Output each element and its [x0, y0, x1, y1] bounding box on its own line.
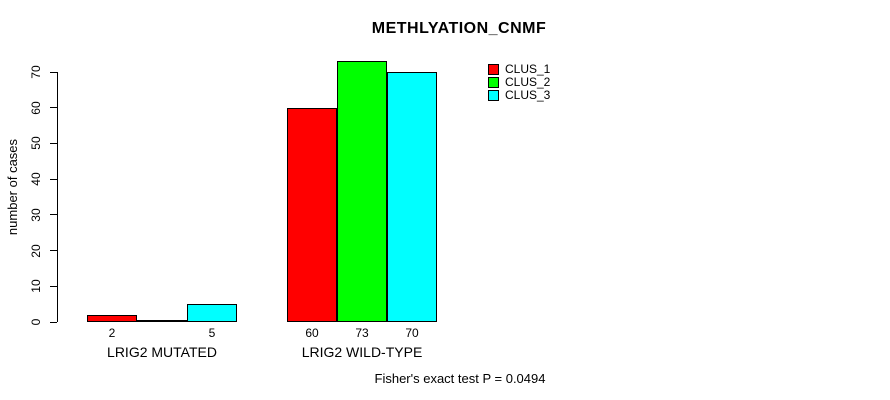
bar-clus-2-lrig2-mutated	[137, 320, 187, 322]
bar-value-label-lrig2-wild-type-clus-3: 70	[405, 326, 419, 340]
legend-item-clus-2: CLUS_2	[488, 76, 550, 89]
group-label-lrig2-mutated: LRIG2 MUTATED	[107, 344, 217, 360]
bar-clus-3-lrig2-mutated	[187, 304, 237, 322]
y-tick-mark-10	[50, 285, 57, 287]
y-tick-mark-40	[50, 178, 57, 180]
y-tick-label-50: 50	[29, 136, 43, 151]
y-tick-label-40: 40	[29, 172, 43, 186]
y-tick-mark-50	[50, 142, 57, 144]
bar-clus-3-lrig2-wild-type	[387, 72, 437, 322]
y-tick-label-60: 60	[29, 101, 43, 115]
bar-value-label-lrig2-wild-type-clus-1: 60	[305, 326, 319, 340]
legend-swatch-icon	[488, 90, 499, 101]
bar-value-label-lrig2-wild-type-clus-2: 73	[355, 326, 369, 340]
y-tick-mark-30	[50, 214, 57, 216]
chart-title: METHLYATION_CNMF	[371, 20, 547, 37]
y-tick-label-20: 20	[29, 243, 43, 258]
legend-swatch-icon	[488, 64, 499, 75]
fisher-test-annotation: Fisher's exact test P = 0.0494	[374, 371, 546, 386]
bar-value-label-lrig2-mutated-clus-1: 2	[108, 326, 116, 340]
y-axis-line	[57, 72, 58, 322]
legend-item-clus-3: CLUS_3	[488, 89, 550, 102]
legend-label: CLUS_3	[505, 88, 551, 102]
bar-clus-2-lrig2-wild-type	[337, 61, 387, 322]
legend: CLUS_1 CLUS_2 CLUS_3	[488, 63, 550, 102]
legend-label: CLUS_1	[505, 62, 551, 76]
y-tick-label-70: 70	[29, 65, 43, 79]
y-axis-title: number of cases	[5, 138, 20, 236]
legend-swatch-icon	[488, 77, 499, 88]
y-tick-mark-0	[50, 321, 57, 323]
y-tick-mark-70	[50, 71, 57, 73]
legend-label: CLUS_2	[505, 75, 551, 89]
y-tick-label-10: 10	[29, 279, 43, 293]
y-tick-mark-20	[50, 250, 57, 252]
bar-clus-1-lrig2-mutated	[87, 315, 137, 322]
y-tick-label-30: 30	[29, 208, 43, 222]
bar-value-label-lrig2-mutated-clus-3: 5	[208, 326, 216, 340]
y-tick-label-0: 0	[29, 318, 43, 326]
group-label-lrig2-wild-type: LRIG2 WILD-TYPE	[301, 344, 423, 360]
bar-clus-1-lrig2-wild-type	[287, 108, 337, 322]
legend-item-clus-1: CLUS_1	[488, 63, 550, 76]
y-tick-mark-60	[50, 107, 57, 109]
